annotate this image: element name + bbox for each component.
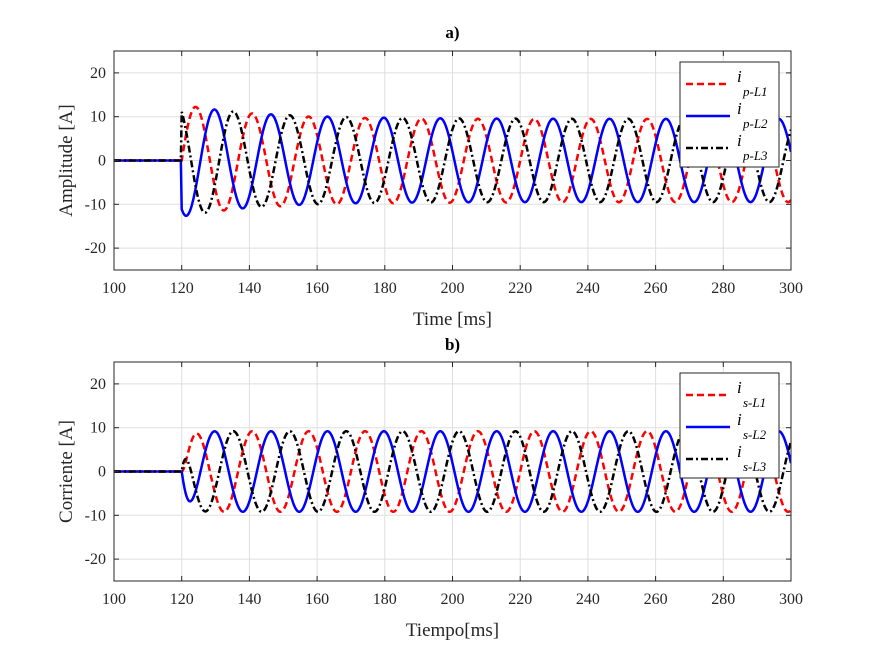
legend-label-main: i	[737, 410, 742, 429]
y-tick-label: 20	[90, 376, 106, 393]
y-tick-label: 0	[98, 153, 106, 170]
legend-label-sub: s-L3	[743, 459, 767, 474]
x-tick-label: 180	[373, 591, 397, 608]
x-tick-label: 280	[711, 280, 735, 297]
x-tick-label: 140	[237, 280, 261, 297]
x-tick-label: 240	[576, 280, 600, 297]
legend-label-sub: s-L1	[743, 395, 766, 410]
x-tick-label: 240	[576, 591, 600, 608]
y-tick-label: 20	[90, 65, 106, 82]
x-tick-label: 280	[711, 591, 735, 608]
legend-box	[679, 61, 780, 168]
x-tick-label: 100	[102, 591, 126, 608]
y-tick-label: -10	[85, 196, 106, 213]
x-tick-label: 160	[305, 280, 329, 297]
legend-label-main: i	[737, 131, 742, 150]
legend-box	[679, 372, 780, 479]
chart-title: b)	[445, 335, 460, 354]
legend-label-main: i	[737, 67, 742, 86]
x-tick-label: 260	[644, 280, 668, 297]
x-tick-label: 220	[508, 280, 532, 297]
x-axis-label: Tiempo[ms]	[406, 620, 499, 641]
x-tick-label: 160	[305, 591, 329, 608]
y-axis-label: Amplitude [A]	[56, 104, 77, 216]
x-tick-label: 300	[779, 591, 803, 608]
legend-label-main: i	[737, 99, 742, 118]
x-tick-label: 200	[441, 591, 465, 608]
x-tick-label: 100	[102, 280, 126, 297]
series-line-s-l3	[114, 429, 791, 514]
y-tick-label: -20	[85, 240, 106, 257]
x-tick-label: 140	[237, 591, 261, 608]
legend-label-sub: p-L3	[742, 148, 768, 163]
legend-label-main: i	[737, 442, 742, 461]
legend-label-sub: p-L2	[742, 116, 768, 131]
panel-a: 100 120 140 160 180 200 220 240 260 280 300 -20 -10 0…	[56, 23, 803, 330]
series-line-s-l1	[114, 429, 791, 514]
x-tick-label: 200	[441, 280, 465, 297]
x-tick-label: 220	[508, 591, 532, 608]
series-line-s-l2	[114, 429, 791, 514]
legend-label-sub: p-L1	[742, 84, 768, 99]
legend-label-sub: s-L2	[743, 427, 767, 442]
x-axis-label: Time [ms]	[413, 309, 492, 330]
chart-title: a)	[445, 23, 459, 42]
y-tick-label: 10	[90, 109, 106, 126]
x-tick-label: 260	[644, 591, 668, 608]
panel-b: 100 120 140 160 180 200 220 240 260 280 300 -20 -10 0…	[56, 335, 803, 641]
legend-label-main: i	[737, 378, 742, 397]
y-tick-label: 10	[90, 420, 106, 437]
y-tick-label: -20	[85, 551, 106, 568]
series-line-p-l1	[114, 105, 791, 212]
series-line-p-l3	[114, 110, 791, 214]
y-axis-label: Corriente [A]	[56, 420, 77, 523]
x-tick-label: 120	[170, 591, 194, 608]
series-line-p-l2	[114, 108, 791, 218]
x-tick-label: 120	[170, 280, 194, 297]
x-tick-label: 300	[779, 280, 803, 297]
x-tick-label: 180	[373, 280, 397, 297]
y-tick-label: 0	[98, 464, 106, 481]
y-tick-label: -10	[85, 507, 106, 524]
